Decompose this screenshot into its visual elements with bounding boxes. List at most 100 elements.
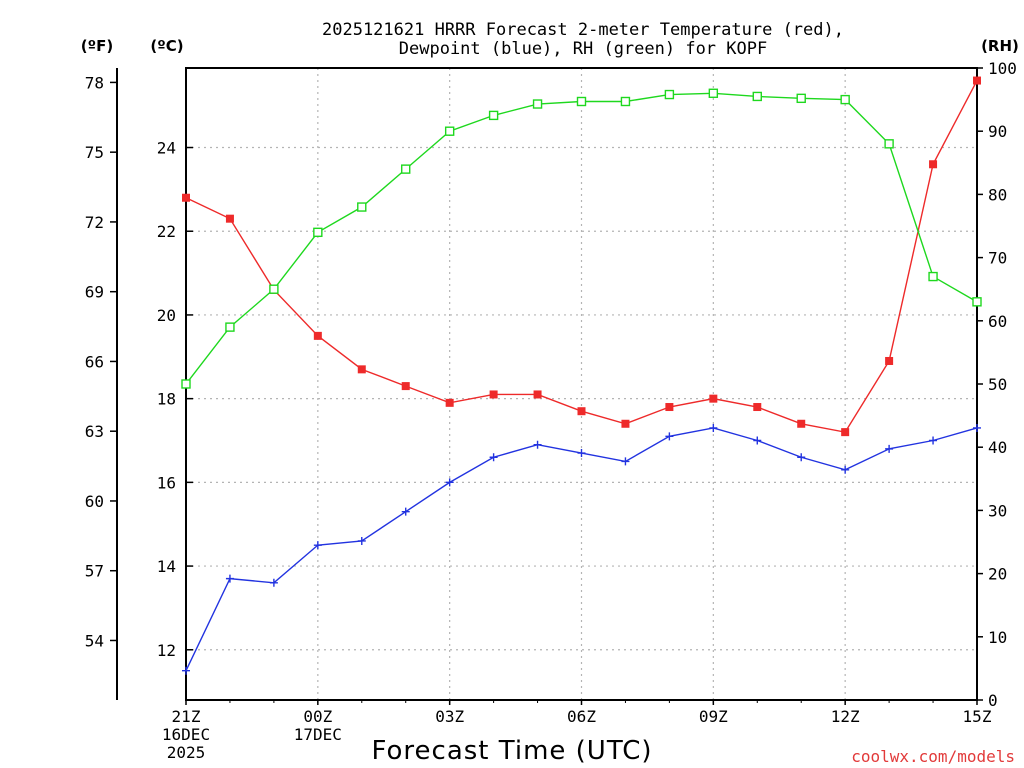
x-tick-label: 06Z — [567, 707, 596, 726]
dewpoint-point — [313, 541, 322, 550]
rh-point — [972, 297, 982, 307]
rh-point — [752, 91, 762, 102]
fahrenheit-tick-label: 75 — [85, 143, 104, 162]
rh-tick-label: 30 — [988, 501, 1007, 520]
x-tick-label: 03Z — [435, 707, 464, 726]
rh-point — [664, 89, 675, 100]
celsius-tick-label: 14 — [157, 557, 176, 576]
dewpoint-point — [753, 436, 762, 445]
rh-tick-label: 10 — [988, 628, 1007, 647]
temperature-point — [753, 403, 762, 412]
fahrenheit-tick-label: 57 — [85, 562, 104, 581]
rh-point — [269, 284, 279, 294]
grid-lines — [186, 68, 977, 700]
fahrenheit-tick-label: 60 — [85, 492, 104, 511]
rh-point — [357, 202, 367, 212]
dewpoint-point — [225, 574, 234, 583]
rh-line — [185, 92, 978, 385]
celsius-tick-label: 22 — [157, 222, 176, 241]
temperature-point — [709, 394, 718, 403]
temperature-point — [665, 403, 674, 412]
dewpoint-point — [709, 423, 718, 432]
temperature-point — [973, 76, 981, 85]
rh-tick-label: 100 — [988, 59, 1017, 78]
plot-frame — [185, 67, 978, 701]
fahrenheit-unit-label: (ºF) — [81, 37, 113, 55]
fahrenheit-tick-label: 66 — [85, 352, 104, 371]
dewpoint-point — [621, 457, 630, 466]
credit-label: coolwx.com/models — [851, 747, 1015, 766]
rh-point — [488, 110, 499, 121]
rh-point — [796, 93, 806, 104]
x-tick-label: 09Z — [699, 707, 728, 726]
temperature-point — [313, 331, 322, 340]
rh-unit-label: (RH) — [981, 37, 1019, 55]
fahrenheit-tick-label: 78 — [85, 73, 104, 92]
fahrenheit-tick-label: 69 — [85, 283, 104, 302]
rh-tick-label: 80 — [988, 185, 1007, 204]
temperature-point — [621, 419, 630, 428]
x-tick-label: 16DEC — [162, 725, 210, 744]
dewpoint-point — [269, 578, 278, 587]
rh-point — [928, 271, 938, 282]
dewpoint-point — [357, 536, 366, 545]
rh-point — [225, 322, 235, 332]
celsius-tick-label: 24 — [157, 139, 176, 158]
rh-point — [840, 94, 850, 105]
rh-tick-label: 50 — [988, 375, 1007, 394]
dewpoint-point — [973, 423, 981, 432]
rh-point — [313, 227, 323, 238]
temperature-point — [929, 160, 938, 169]
fahrenheit-tick-label: 63 — [85, 422, 104, 441]
temperature-point — [797, 419, 806, 428]
dewpoint-point — [797, 453, 806, 462]
rh-tick-label: 90 — [988, 122, 1007, 141]
rh-tick-label: 20 — [988, 565, 1007, 584]
dewpoint-point — [489, 453, 498, 462]
temperature-point — [225, 214, 234, 223]
x-tick-label: 00Z — [303, 707, 332, 726]
dewpoint-point — [445, 478, 454, 487]
series-dewpoint — [182, 423, 981, 675]
rh-point — [532, 99, 543, 109]
x-tick-label: 21Z — [172, 707, 201, 726]
rh-tick-label: 60 — [988, 312, 1007, 331]
temperature-point — [489, 390, 498, 399]
dewpoint-point — [577, 449, 586, 458]
dewpoint-point — [885, 444, 894, 453]
chart-title-line2: Dewpoint (blue), RH (green) for KOPF — [399, 39, 767, 59]
dewpoint-point — [929, 436, 938, 445]
temperature-point — [401, 382, 410, 391]
temperature-point — [445, 398, 454, 407]
series-rh — [181, 88, 982, 389]
celsius-tick-label: 20 — [157, 306, 176, 325]
celsius-tick-label: 16 — [157, 473, 176, 492]
data-series — [181, 76, 982, 675]
celsius-unit-label: (ºC) — [150, 37, 183, 55]
x-axis-title: Forecast Time (UTC) — [371, 736, 652, 766]
rh-point — [444, 126, 455, 136]
rh-point — [181, 379, 191, 389]
x-tick-label: 17DEC — [294, 725, 342, 744]
dewpoint-point — [841, 465, 850, 474]
temperature-point — [577, 407, 586, 416]
temperature-point — [841, 428, 850, 437]
rh-tick-label: 0 — [988, 691, 998, 710]
dewpoint-point — [401, 507, 410, 516]
temperature-point — [885, 356, 894, 365]
x-tick-label: 15Z — [963, 707, 992, 726]
rh-tick-label: 40 — [988, 438, 1007, 457]
rh-point — [708, 88, 719, 98]
dewpoint-point — [533, 440, 542, 449]
rh-point — [401, 164, 411, 174]
temperature-line — [185, 80, 978, 433]
series-temperature — [182, 76, 981, 437]
rh-point — [576, 96, 587, 107]
x-tick-label: 2025 — [167, 743, 206, 762]
celsius-tick-label: 18 — [157, 390, 176, 409]
temperature-point — [182, 193, 190, 202]
fahrenheit-tick-label: 54 — [85, 631, 104, 650]
dewpoint-point — [182, 666, 190, 675]
